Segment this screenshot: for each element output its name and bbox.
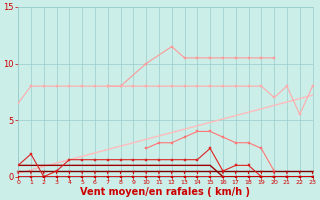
- X-axis label: Vent moyen/en rafales ( km/h ): Vent moyen/en rafales ( km/h ): [80, 187, 250, 197]
